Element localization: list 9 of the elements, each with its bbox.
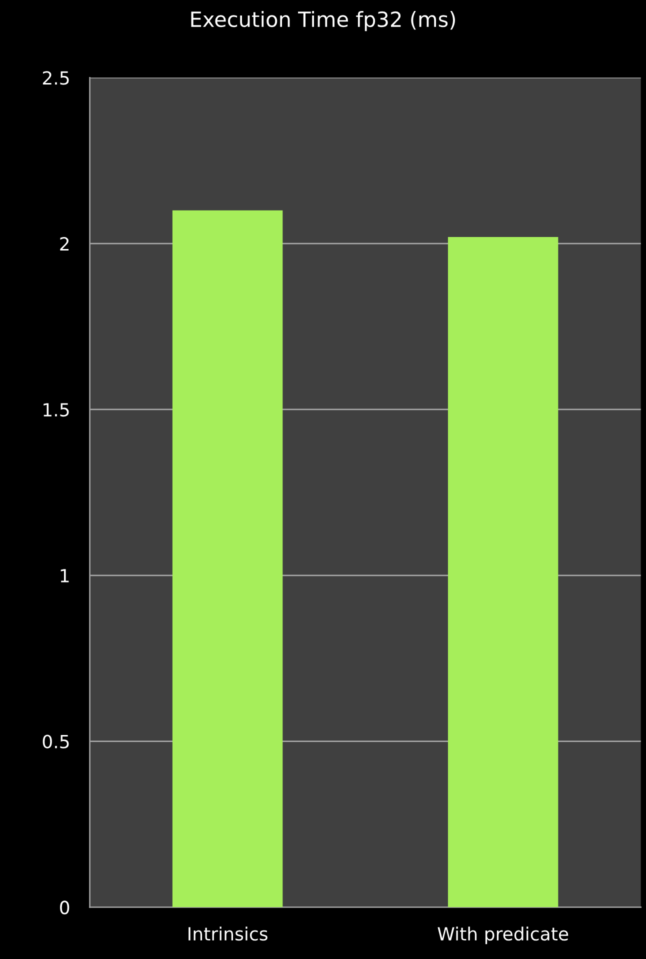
x-tick-label: Intrinsics — [188, 926, 268, 941]
y-tick-label: 0 — [60, 900, 70, 914]
y-tick-label: 1 — [60, 569, 69, 582]
y-tick-label: 2.5 — [42, 71, 69, 85]
x-tick-label: With predicate — [438, 926, 568, 944]
y-tick-label: 1.5 — [44, 403, 69, 417]
y-tick-label: 0.5 — [42, 734, 69, 748]
chart-title: Execution Time fp32 (ms) — [191, 11, 455, 32]
y-tick-label: 2 — [60, 237, 69, 250]
